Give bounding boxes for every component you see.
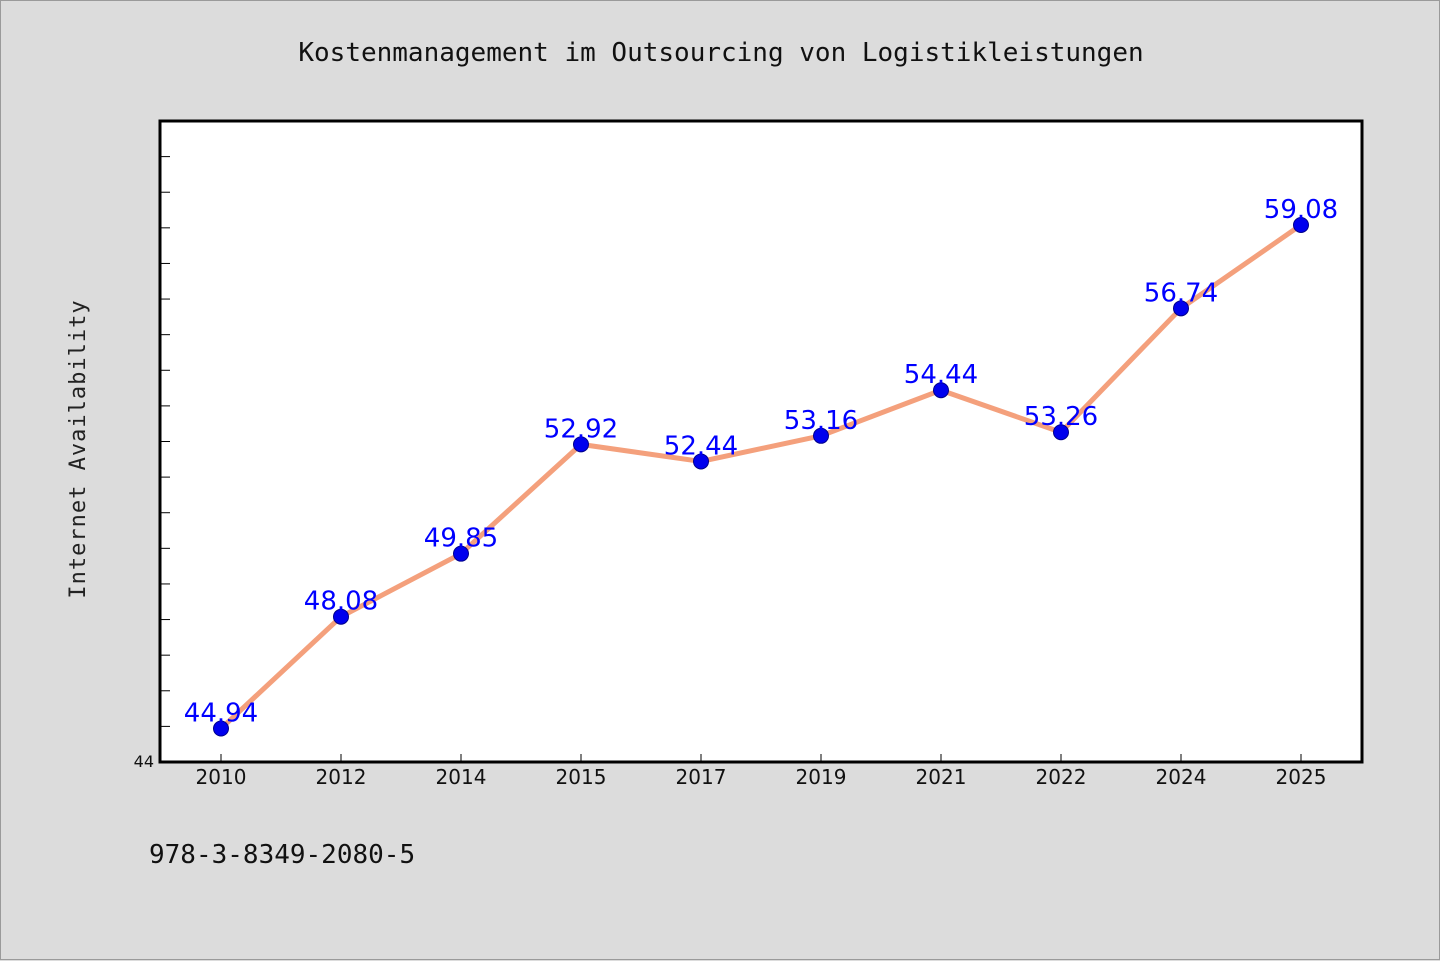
data-point — [213, 720, 229, 737]
data-point — [1173, 300, 1189, 317]
data-label: 52.44 — [664, 431, 738, 461]
data-label: 53.16 — [784, 406, 858, 436]
data-label: 59.08 — [1264, 195, 1338, 225]
data-label: 53.26 — [1024, 402, 1098, 432]
data-point — [1053, 424, 1069, 441]
x-tick-label: 2017 — [676, 765, 727, 789]
y-axis-ticks: 44 — [134, 156, 170, 771]
x-tick-label: 2025 — [1276, 765, 1327, 789]
data-point — [933, 382, 949, 399]
x-tick-label: 2015 — [556, 765, 607, 789]
data-point — [1293, 216, 1309, 233]
data-point — [453, 545, 469, 562]
x-tick-label: 2012 — [316, 765, 367, 789]
x-tick-label: 2022 — [1036, 765, 1087, 789]
data-label: 52.92 — [544, 414, 618, 444]
x-axis-ticks: 2010 2012 2014 2015 2017 2019 2021 2022 2024 2025 — [196, 754, 1327, 789]
data-point — [813, 427, 829, 444]
data-point — [573, 436, 589, 453]
series-line — [218, 222, 1304, 732]
data-point — [693, 453, 709, 470]
x-tick-label: 2019 — [796, 765, 847, 789]
data-point — [333, 608, 349, 625]
chart-title: Kostenmanagement im Outsourcing von Logi… — [298, 38, 1143, 68]
y-tick-label: 44 — [134, 752, 154, 771]
x-tick-label: 2024 — [1156, 765, 1207, 789]
plot-area — [158, 119, 1364, 764]
data-label: 54.44 — [904, 360, 978, 390]
x-tick-label: 2014 — [436, 765, 487, 789]
x-tick-label: 2021 — [916, 765, 967, 789]
isbn-text: 978-3-8349-2080-5 — [149, 840, 415, 870]
data-markers — [213, 216, 1309, 737]
y-axis-label: Internet Availability — [66, 299, 91, 598]
data-label: 56.74 — [1144, 278, 1218, 308]
data-labels: 44.94 48.08 49.85 52.92 52.44 53.16 54.44 53.26… — [184, 195, 1338, 729]
x-tick-label: 2010 — [196, 765, 247, 789]
data-label: 44.94 — [184, 699, 258, 729]
data-label: 48.08 — [304, 587, 378, 617]
data-label: 49.85 — [424, 524, 498, 554]
